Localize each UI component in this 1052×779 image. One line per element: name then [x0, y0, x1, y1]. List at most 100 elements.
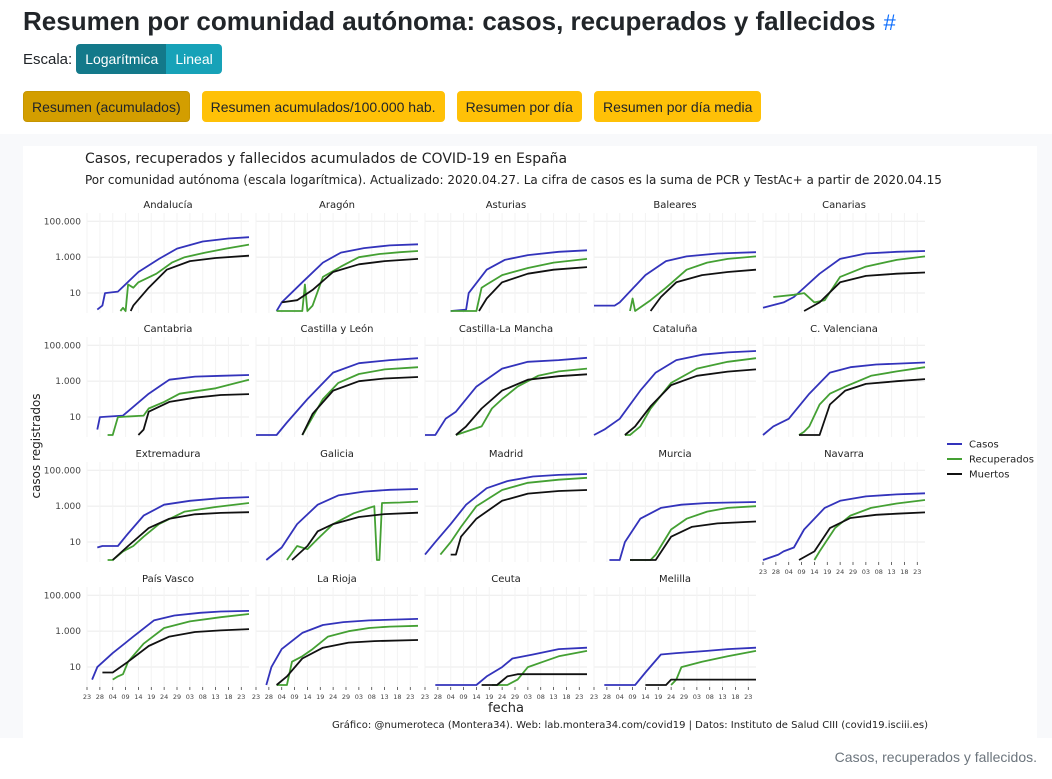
series-line-muertos-ceuta [481, 673, 587, 686]
x-tick-label: 03 [186, 693, 194, 701]
heading-anchor-link[interactable]: # [883, 10, 896, 35]
summary-daily-average-button[interactable]: Resumen por día media [593, 91, 762, 122]
x-tick-label: 13 [211, 693, 219, 701]
x-tick-label: 08 [875, 568, 883, 576]
series-line-casos-canarias [762, 250, 926, 309]
facet-title-c-valenciana: C. Valenciana [810, 324, 878, 335]
x-tick-label: 28 [96, 693, 104, 701]
facet-title-madrid: Madrid [489, 449, 523, 460]
x-tick-label: 29 [849, 568, 857, 576]
facet-title-navarra: Navarra [824, 449, 864, 460]
series-line-recuperados-canarias [773, 255, 926, 304]
summary-per-100k-button[interactable]: Resumen acumulados/100.000 hab. [201, 91, 445, 122]
y-tick-label: 10 [70, 289, 82, 299]
series-line-casos-baleares [594, 251, 757, 307]
series-line-recuperados-galicia [286, 500, 419, 561]
chart-credit: Gráfico: @numeroteca (Montera34). Web: l… [332, 719, 928, 731]
x-tick-label: 23 [252, 693, 260, 701]
series-line-muertos-castilla-y-leon [301, 376, 419, 436]
series-line-casos-aragon [275, 243, 419, 312]
x-tick-label: 13 [718, 693, 726, 701]
x-tick-label: 23 [575, 693, 583, 701]
series-line-casos-c-valenciana [762, 361, 926, 436]
series-line-recuperados-asturias [450, 258, 588, 312]
x-tick-label: 18 [393, 693, 401, 701]
series-line-casos-andalucia [96, 236, 250, 311]
x-tick-label: 14 [472, 693, 480, 701]
facet-title-asturias: Asturias [486, 200, 527, 211]
x-tick-label: 29 [680, 693, 688, 701]
series-line-muertos-baleares [649, 268, 757, 312]
y-tick-label: 100.000 [44, 217, 81, 227]
series-line-casos-asturias [450, 249, 588, 312]
facet-title-cataluna: Cataluña [653, 324, 698, 335]
page-title: Resumen por comunidad autónoma: casos, r… [23, 6, 896, 37]
scale-log-button[interactable]: Logarítmica [76, 44, 167, 74]
series-line-recuperados-madrid [439, 476, 588, 556]
figure-caption: Casos, recuperados y fallecidos. [834, 749, 1037, 765]
scale-button-group: Logarítmica Lineal [76, 44, 222, 74]
series-line-casos-castilla-y-leon [256, 357, 419, 436]
series-line-muertos-murcia [630, 520, 757, 561]
facet-title-castilla-y-leon: Castilla y León [301, 323, 374, 335]
series-line-recuperados-cataluna [624, 357, 757, 436]
series-line-muertos-canarias [803, 271, 926, 312]
scale-linear-button[interactable]: Lineal [166, 44, 222, 74]
series-line-recuperados-castilla-y-leon [301, 366, 419, 436]
x-tick-label: 24 [160, 693, 168, 701]
x-tick-label: 04 [785, 568, 793, 576]
series-line-muertos-cataluna [624, 368, 757, 436]
facet-title-aragon: Aragón [319, 199, 355, 211]
facet-title-la-rioja: La Rioja [317, 574, 357, 585]
x-tick-label: 19 [147, 693, 155, 701]
x-tick-label: 04 [109, 693, 117, 701]
x-tick-label: 08 [706, 693, 714, 701]
x-tick-label: 23 [759, 568, 767, 576]
y-tick-label: 1.000 [55, 627, 81, 637]
x-tick-label: 03 [524, 693, 532, 701]
x-tick-label: 13 [887, 568, 895, 576]
page-title-text: Resumen por comunidad autónoma: casos, r… [23, 6, 876, 36]
x-tick-label: 08 [537, 693, 545, 701]
x-tick-label: 24 [667, 693, 675, 701]
x-tick-label: 18 [562, 693, 570, 701]
x-tick-label: 13 [549, 693, 557, 701]
legend-label-recuperados: Recuperados [969, 455, 1034, 466]
facet-title-andalucia: Andalucía [143, 199, 192, 211]
series-line-muertos-andalucia [129, 254, 250, 312]
x-tick-label: 23 [237, 693, 245, 701]
x-tick-label: 19 [485, 693, 493, 701]
x-tick-label: 08 [199, 693, 207, 701]
x-tick-label: 29 [511, 693, 519, 701]
x-tick-label: 24 [329, 693, 337, 701]
view-button-row: Resumen (acumulados) Resumen acumulados/… [23, 91, 773, 122]
x-tick-label: 23 [83, 693, 91, 701]
x-tick-label: 09 [797, 568, 805, 576]
series-line-casos-cataluna [593, 350, 757, 436]
summary-daily-button[interactable]: Resumen por día [456, 91, 582, 122]
legend-label-muertos: Muertos [969, 470, 1009, 481]
series-line-recuperados-andalucia [119, 243, 250, 312]
summary-cumulative-button[interactable]: Resumen (acumulados) [23, 91, 190, 122]
series-line-recuperados-pais-vasco [112, 613, 250, 681]
y-tick-label: 100.000 [44, 341, 81, 351]
x-tick-label: 04 [447, 693, 455, 701]
series-line-recuperados-navarra [813, 499, 926, 561]
chart-title: Casos, recuperados y fallecidos acumulad… [85, 151, 567, 167]
x-tick-label: 23 [744, 693, 752, 701]
x-tick-label: 28 [434, 693, 442, 701]
series-line-casos-ceuta [435, 646, 588, 686]
series-line-recuperados-aragon [276, 250, 419, 312]
facet-title-castilla-la-mancha: Castilla-La Mancha [459, 324, 553, 335]
series-line-muertos-c-valenciana [799, 378, 926, 436]
x-tick-label: 04 [616, 693, 624, 701]
series-line-casos-galicia [265, 488, 419, 561]
y-tick-label: 10 [70, 663, 82, 673]
x-tick-label: 04 [278, 693, 286, 701]
series-line-muertos-navarra [798, 511, 926, 561]
series-line-muertos-asturias [478, 266, 588, 312]
y-tick-label: 100.000 [44, 591, 81, 601]
y-tick-label: 100.000 [44, 466, 81, 476]
facet-title-ceuta: Ceuta [491, 574, 521, 585]
x-tick-label: 13 [380, 693, 388, 701]
